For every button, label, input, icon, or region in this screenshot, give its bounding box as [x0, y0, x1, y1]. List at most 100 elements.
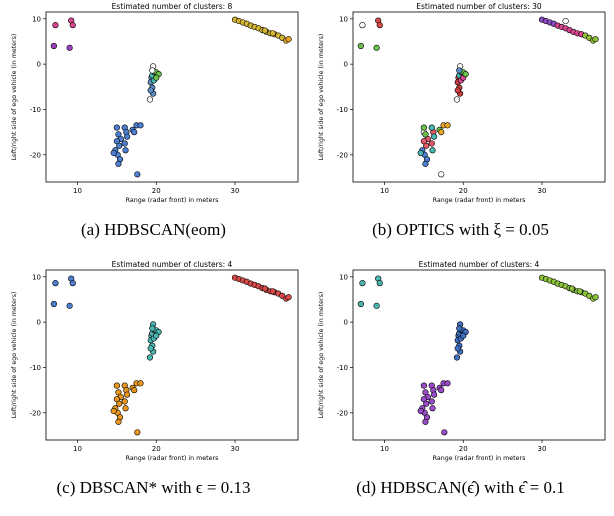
x-tick-label: 30 [538, 445, 547, 453]
data-point [52, 280, 59, 287]
scatter-chart-c: Estimated number of clusters: 4 10 20 30 -20… [11, 260, 299, 462]
data-point [121, 140, 128, 147]
data-point [431, 133, 438, 140]
y-tick-label: -10 [30, 106, 41, 114]
caption-c: (c) DBSCAN* with ϵ = 0.13 [56, 478, 251, 497]
plot-frame [45, 269, 299, 441]
scatter-chart-b: Estimated number of clusters: 30 10 20 30 -2… [318, 2, 606, 204]
y-tick-label: 10 [32, 15, 41, 23]
cluster-series-8 [146, 63, 157, 103]
y-tick-label: -20 [337, 151, 348, 159]
x-tick-label: 20 [459, 187, 468, 195]
data-point [115, 418, 122, 425]
data-point [146, 96, 154, 103]
y-tick-label: 0 [344, 61, 348, 69]
cluster-series-3 [538, 16, 557, 27]
cluster-series-15 [456, 67, 463, 74]
caption-b: (b) OPTICS with ξ = 0.05 [372, 220, 549, 239]
cluster-series-0 [357, 275, 383, 309]
y-tick-label: -10 [337, 364, 348, 372]
data-point [420, 138, 427, 145]
plot-frame [352, 11, 606, 183]
y-tick-label: 10 [339, 15, 348, 23]
data-point [153, 332, 160, 339]
x-tick-label: 20 [152, 445, 161, 453]
chart-title: Estimated number of clusters: 8 [112, 2, 233, 11]
data-point [592, 294, 599, 301]
data-point [438, 171, 445, 178]
data-point [69, 280, 76, 287]
x-tick-label: 10 [73, 187, 82, 195]
data-point [444, 122, 451, 129]
cluster-series-0 [52, 17, 76, 29]
y-tick-label: -10 [337, 106, 348, 114]
data-point [417, 149, 424, 157]
cluster-series-2 [357, 42, 380, 51]
data-point [110, 407, 117, 415]
data-point [121, 398, 128, 405]
data-point [428, 140, 435, 147]
data-point [357, 300, 364, 308]
data-point [422, 131, 429, 138]
data-point [438, 387, 445, 394]
chart-title: Estimated number of clusters: 30 [416, 2, 542, 11]
data-point [153, 74, 160, 81]
data-point [359, 280, 366, 287]
data-point [444, 380, 451, 387]
data-point [420, 124, 427, 131]
y-tick-label: -20 [30, 151, 41, 159]
data-point [376, 22, 383, 29]
panel-a: Estimated number of clusters: 8 10 20 30 -20… [0, 0, 307, 258]
data-point [456, 67, 463, 74]
data-point [357, 42, 364, 50]
panel-c: Estimated number of clusters: 4 10 20 30 -20… [0, 258, 307, 516]
data-point [110, 149, 117, 157]
data-point [137, 122, 144, 129]
data-point [431, 391, 438, 398]
data-point [417, 407, 424, 415]
data-point [113, 124, 120, 131]
x-axis-label: Range (radar front) in meters [433, 455, 526, 462]
y-tick-label: -20 [30, 409, 41, 417]
data-point [562, 17, 569, 25]
data-point [422, 418, 429, 425]
y-axis-label: Left/right side of ego vehicle (in meter… [11, 292, 18, 419]
x-tick-label: 10 [73, 445, 82, 453]
data-point [50, 42, 57, 50]
data-point [438, 129, 445, 136]
data-point [50, 300, 57, 308]
data-point [285, 294, 292, 301]
x-axis-label: Range (radar front) in meters [126, 197, 219, 204]
data-point [441, 429, 448, 436]
data-point [66, 44, 73, 51]
data-point [116, 400, 123, 407]
y-tick-label: -20 [337, 409, 348, 417]
y-tick-label: 0 [37, 319, 41, 327]
x-tick-label: 30 [538, 187, 547, 195]
data-point [261, 27, 269, 34]
cluster-series-1 [538, 274, 599, 302]
data-point [131, 387, 138, 394]
cluster-series-1 [231, 274, 292, 302]
data-point [568, 285, 576, 292]
data-point [115, 160, 122, 167]
cluster-series-6 [420, 129, 437, 149]
x-axis-label: Range (radar front) in meters [433, 197, 526, 204]
data-point [576, 288, 583, 295]
scatter-chart-d: Estimated number of clusters: 4 10 20 30 -20… [318, 260, 606, 462]
data-point [116, 142, 123, 149]
data-point [134, 429, 141, 436]
x-tick-label: 10 [380, 445, 389, 453]
data-point [122, 405, 129, 412]
data-point [373, 302, 380, 309]
panel-b: Estimated number of clusters: 30 10 20 30 -2… [307, 0, 614, 258]
x-tick-label: 20 [459, 445, 468, 453]
data-point [146, 354, 154, 361]
y-tick-label: 0 [344, 319, 348, 327]
x-tick-label: 30 [231, 445, 240, 453]
plot-frame [352, 269, 606, 441]
plot-frame [45, 11, 299, 183]
cluster-series-3 [283, 36, 292, 44]
data-point [147, 87, 154, 94]
data-point [462, 71, 469, 78]
